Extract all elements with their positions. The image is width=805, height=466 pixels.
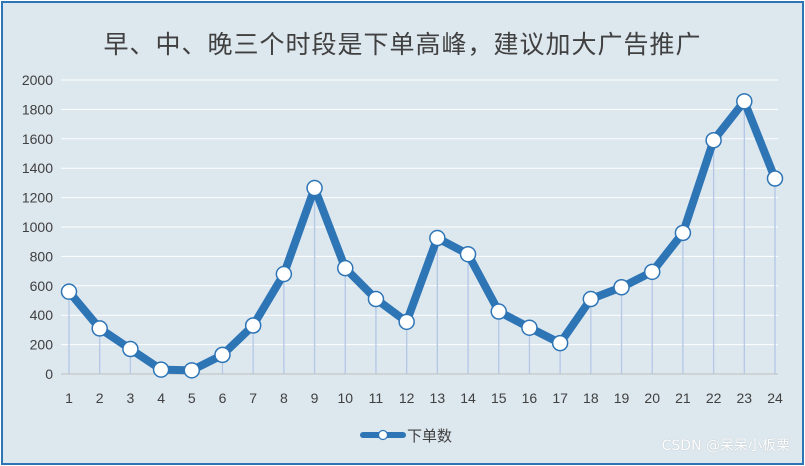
y-tick-label: 1600 (22, 131, 53, 147)
x-tick-label: 9 (311, 390, 319, 406)
y-tick-label: 1400 (22, 160, 53, 176)
y-tick-label: 600 (30, 278, 54, 294)
x-tick-label: 16 (522, 390, 538, 406)
x-tick-label: 7 (249, 390, 257, 406)
data-point[interactable] (643, 263, 661, 281)
data-point[interactable] (551, 334, 569, 352)
x-tick-label: 15 (491, 390, 507, 406)
legend[interactable]: 下单数 (360, 427, 452, 445)
data-point[interactable] (60, 283, 78, 300)
y-axis-ticks: 0 200 400 600 800 1000 1200 1400 1600 1800 2000 (22, 72, 53, 382)
data-point[interactable] (367, 290, 385, 308)
data-point[interactable] (705, 132, 722, 149)
drop-lines (68, 101, 776, 374)
grid-lines (61, 79, 778, 346)
y-tick-label: 400 (30, 307, 54, 323)
data-point[interactable] (736, 93, 753, 110)
chart-title: 早、中、晚三个时段是下单高峰，建议加大广告推广 (103, 30, 702, 59)
x-tick-label: 22 (706, 390, 722, 406)
data-point[interactable] (521, 319, 538, 336)
x-tick-label: 8 (280, 390, 288, 406)
data-point[interactable] (582, 290, 600, 308)
data-point[interactable] (214, 346, 231, 364)
x-tick-label: 17 (552, 390, 568, 406)
x-tick-label: 21 (675, 390, 691, 406)
x-tick-label: 3 (126, 390, 134, 406)
y-tick-label: 1000 (22, 219, 53, 235)
y-tick-label: 800 (30, 248, 54, 264)
data-point[interactable] (306, 179, 323, 197)
data-point[interactable] (613, 279, 630, 296)
data-point[interactable] (122, 340, 139, 358)
x-tick-label: 1 (65, 390, 73, 406)
x-tick-label: 24 (767, 390, 783, 406)
x-tick-label: 11 (369, 390, 384, 406)
x-tick-label: 6 (219, 390, 227, 406)
x-tick-label: 12 (399, 390, 415, 406)
x-tick-label: 2 (96, 390, 104, 406)
y-tick-label: 1200 (22, 190, 53, 206)
y-tick-label: 1800 (22, 101, 53, 117)
data-points (60, 93, 784, 379)
data-point[interactable] (337, 259, 354, 277)
data-point[interactable] (275, 265, 293, 283)
x-tick-label: 19 (614, 390, 630, 406)
data-point[interactable] (429, 229, 446, 247)
y-tick-label: 2000 (22, 72, 53, 88)
data-point[interactable] (91, 320, 108, 337)
x-tick-label: 23 (737, 390, 753, 406)
data-point[interactable] (152, 361, 170, 378)
data-point[interactable] (244, 317, 262, 334)
x-tick-label: 4 (157, 390, 165, 406)
x-tick-label: 14 (460, 390, 476, 406)
data-point[interactable] (674, 224, 692, 242)
watermark: CSDN @呆呆小板栗 (661, 438, 790, 454)
x-tick-label: 5 (188, 390, 196, 406)
x-tick-label: 20 (644, 390, 660, 406)
data-point[interactable] (766, 170, 784, 187)
y-tick-label: 0 (45, 366, 53, 382)
data-point[interactable] (490, 303, 507, 320)
y-tick-label: 200 (30, 337, 54, 353)
x-tick-label: 18 (583, 390, 599, 406)
legend-marker (377, 429, 389, 441)
x-axis-ticks: 1 2 3 4 5 6 7 8 9 10 11 12 13 14 15 16 17 18 19 20 21 22 23 24 (65, 390, 783, 406)
x-tick-label: 10 (337, 390, 353, 406)
data-point[interactable] (459, 245, 477, 263)
data-point[interactable] (183, 362, 201, 379)
x-tick-label: 13 (430, 390, 446, 406)
series-line-orders (65, 97, 779, 375)
legend-label: 下单数 (407, 427, 452, 445)
data-point[interactable] (398, 313, 415, 331)
